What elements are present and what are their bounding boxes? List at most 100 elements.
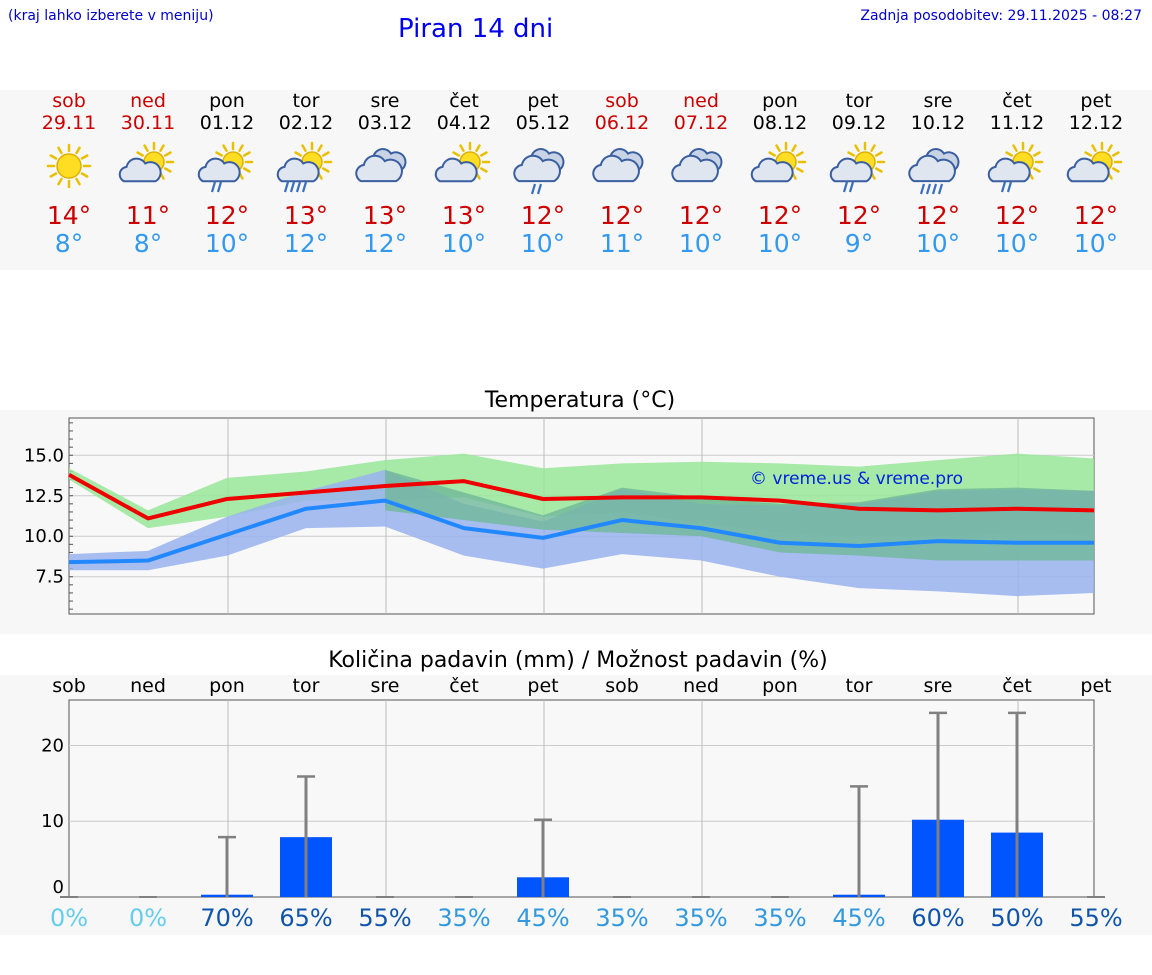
day-date: 01.12	[199, 112, 255, 134]
precip-day-label: ned	[683, 675, 719, 697]
sun-cloud-rain-icon	[197, 141, 254, 193]
cloud-icon	[671, 148, 723, 183]
precip-day-label: sob	[605, 675, 639, 697]
day-date: 30.11	[120, 112, 176, 134]
min-temp-range	[69, 469, 1094, 597]
day-name: čet	[1002, 90, 1032, 112]
y-tick-label: 12.5	[24, 486, 64, 507]
day-date: 04.12	[436, 112, 492, 134]
forecast-strip	[0, 90, 1152, 270]
forecast-day: sob 29.11 14° 8°	[29, 90, 109, 258]
precip-day-label: sob	[52, 675, 86, 697]
temp-max: 14°	[46, 201, 92, 230]
temp-max: 13°	[283, 201, 329, 230]
temp-max: 12°	[1073, 201, 1119, 230]
precip-probability: 0%	[49, 904, 89, 932]
forecast-day: sob 06.12 12° 11°	[582, 90, 662, 258]
precip-probability: 50%	[990, 904, 1044, 932]
day-date: 11.12	[989, 112, 1045, 134]
precip-day-label: pon	[762, 675, 798, 697]
precip-day-label: sre	[923, 675, 953, 697]
temp-min: 10°	[678, 229, 724, 258]
temp-min: 10°	[520, 229, 566, 258]
watermark: © vreme.us & vreme.pro	[750, 469, 963, 489]
cloud-icon	[592, 148, 644, 183]
range-overlap	[385, 469, 1094, 561]
precip-probability: 35%	[437, 904, 491, 932]
precip-probability: 0%	[128, 904, 168, 932]
temp-max: 12°	[994, 201, 1040, 230]
day-name: pon	[209, 90, 245, 112]
day-date: 08.12	[752, 112, 808, 134]
precip-day-label: čet	[449, 675, 479, 697]
temperature-title: Temperatura (°C)	[484, 388, 676, 413]
day-date: 07.12	[673, 112, 729, 134]
precip-probability: 65%	[279, 904, 333, 932]
cloud-heavy-rain-icon	[908, 148, 960, 195]
temp-max: 11°	[125, 201, 171, 230]
day-date: 12.12	[1068, 112, 1124, 134]
precip-probability: 45%	[516, 904, 570, 932]
day-date: 09.12	[831, 112, 887, 134]
day-name: sre	[370, 90, 400, 112]
precip-probability: 35%	[674, 904, 728, 932]
max-temp-line	[68, 472, 1095, 521]
temp-min: 10°	[441, 229, 487, 258]
sun-cloud-heavy-rain-icon	[276, 141, 333, 193]
precip-probability: 55%	[1069, 904, 1123, 932]
forecast-day: čet 11.12 12° 10°	[977, 90, 1057, 258]
sun-icon	[46, 143, 92, 189]
temp-min: 9°	[844, 229, 874, 258]
temp-max: 13°	[362, 201, 408, 230]
temp-min: 12°	[283, 229, 329, 258]
forecast-days: sob 29.11 14° 8° ned 30.11 11° 8° pon 01.12 12° 10°…	[0, 90, 1152, 270]
day-name: sre	[923, 90, 953, 112]
precip-probability: 35%	[595, 904, 649, 932]
location-menu-hint: (kraj lahko izberete v meniju)	[8, 8, 214, 24]
precip-day-label: pet	[1080, 675, 1112, 697]
temp-min: 10°	[1073, 229, 1119, 258]
y-tick-label: 10.0	[24, 526, 64, 547]
day-name: sob	[605, 90, 639, 112]
last-update: Zadnja posodobitev: 29.11.2025 - 08:27	[860, 8, 1142, 24]
temp-max: 12°	[520, 201, 566, 230]
day-name: sob	[52, 90, 86, 112]
temp-max: 12°	[757, 201, 803, 230]
day-date: 06.12	[594, 112, 650, 134]
forecast-day: sre 10.12 12° 10°	[898, 90, 978, 258]
precip-day-label: tor	[845, 675, 873, 697]
temp-min: 10°	[994, 229, 1040, 258]
sun-cloud-rain-icon	[987, 141, 1044, 193]
y-tick-label: 15.0	[24, 445, 64, 466]
precip-probability: 70%	[200, 904, 254, 932]
y-tick-label: 20	[41, 735, 64, 756]
day-date: 29.11	[41, 112, 97, 134]
day-name: pet	[527, 90, 559, 112]
precip-probability: 45%	[832, 904, 886, 932]
precipitation-title: Količina padavin (mm) / Možnost padavin …	[328, 648, 828, 673]
day-date: 05.12	[515, 112, 571, 134]
sun-cloud-icon	[1066, 141, 1123, 183]
temp-min: 11°	[599, 229, 645, 258]
temp-min: 8°	[133, 229, 163, 258]
temp-min: 12°	[362, 229, 408, 258]
sun-cloud-rain-icon	[829, 141, 886, 193]
precip-probability: 55%	[358, 904, 412, 932]
precip-probability: 35%	[753, 904, 807, 932]
temp-max: 12°	[678, 201, 724, 230]
page-title: Piran 14 dni	[398, 14, 554, 44]
precip-day-label: pet	[527, 675, 559, 697]
temp-max: 12°	[204, 201, 250, 230]
forecast-day: ned 30.11 11° 8°	[108, 90, 188, 258]
day-date: 02.12	[278, 112, 334, 134]
temp-max: 12°	[599, 201, 645, 230]
day-date: 03.12	[357, 112, 413, 134]
temp-max: 12°	[915, 201, 961, 230]
precip-day-label: sre	[370, 675, 400, 697]
forecast-day: pet 12.12 12° 10°	[1056, 90, 1136, 258]
temp-min: 10°	[757, 229, 803, 258]
cloud-rain-icon	[513, 148, 565, 195]
precip-probability: 60%	[911, 904, 965, 932]
precip-day-label: čet	[1002, 675, 1032, 697]
day-name: ned	[683, 90, 719, 112]
